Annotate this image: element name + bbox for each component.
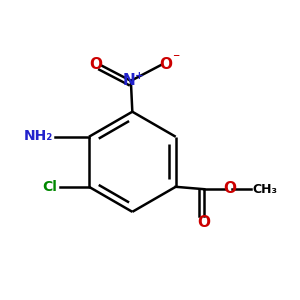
Text: NH₂: NH₂ xyxy=(23,130,53,143)
Text: O: O xyxy=(223,182,236,196)
Text: Cl: Cl xyxy=(42,179,57,194)
Text: O: O xyxy=(90,56,103,71)
Text: ⁻: ⁻ xyxy=(172,51,180,65)
Text: O: O xyxy=(160,56,173,71)
Text: CH₃: CH₃ xyxy=(252,183,277,196)
Text: +: + xyxy=(135,70,143,80)
Text: O: O xyxy=(197,214,210,230)
Text: N: N xyxy=(123,73,136,88)
